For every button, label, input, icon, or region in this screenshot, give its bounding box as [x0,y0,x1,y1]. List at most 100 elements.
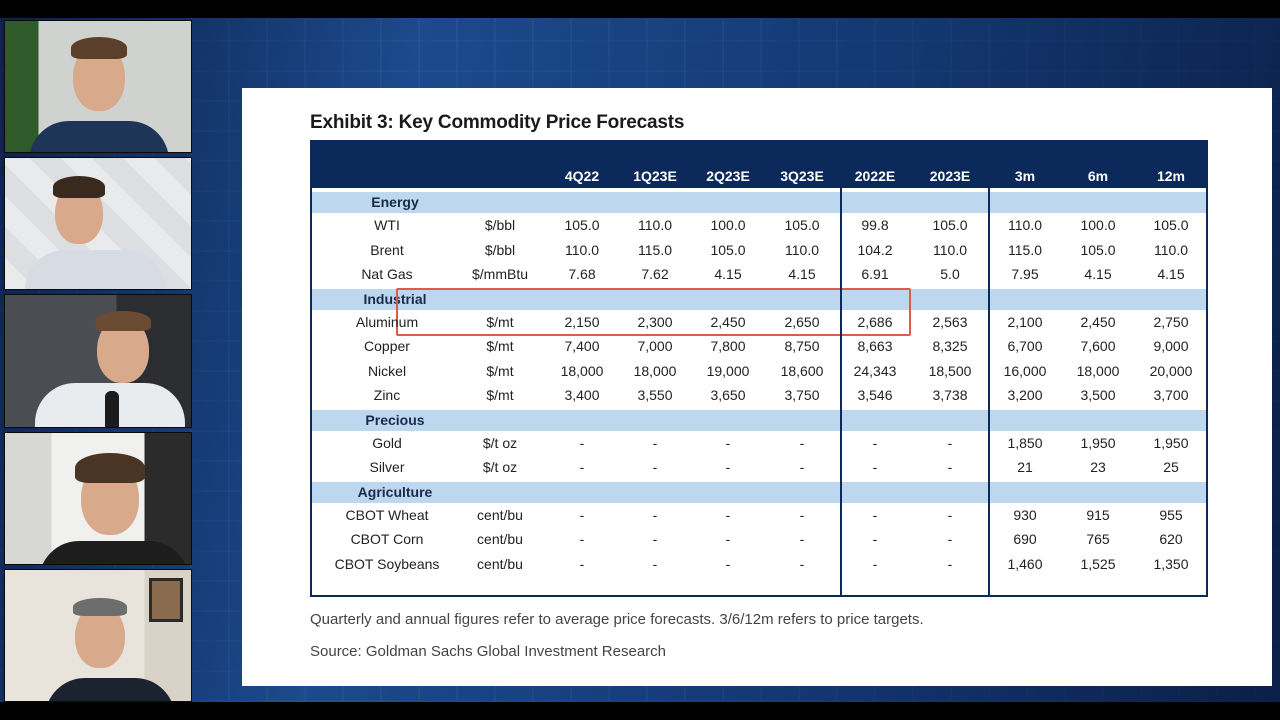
table-cell: 8,663 [857,338,893,354]
row-unit: cent/bu [477,531,523,547]
table-cell: 100.0 [1080,217,1116,233]
table-cell: 4.15 [1084,266,1112,282]
table-cell: 110.0 [933,241,967,258]
table-cell: - [799,531,805,547]
column-header: 2022E [854,168,896,184]
table-cell: - [872,531,878,547]
table-cell: 18,600 [780,362,824,379]
table-cell: - [947,506,953,523]
row-unit: cent/bu [477,555,523,572]
row-commodity-name: CBOT Wheat [345,506,429,523]
column-header: 6m [1087,168,1109,184]
row-unit: $/mmBtu [471,266,528,282]
table-cell: - [947,434,953,451]
table-cell: 3,550 [637,387,673,403]
table-cell: 6,700 [1007,338,1043,354]
table-cell: 7.62 [641,266,669,282]
table-cell: - [799,434,805,451]
table-cell: 105.0 [784,217,820,233]
row-unit: $/bbl [484,217,516,233]
column-header: 3m [1014,168,1036,184]
table-cell: - [579,531,585,547]
table-cell: 25 [1163,459,1179,475]
table-cell: 23 [1090,459,1106,475]
table-cell: - [947,555,953,572]
row-unit: cent/bu [477,506,523,523]
row-commodity-name: Zinc [373,387,401,403]
column-header: 12m [1156,168,1186,184]
table-cell: 915 [1086,506,1110,523]
row-unit: $/mt [486,338,514,354]
table-cell: 105.0 [932,217,968,233]
participant-tile[interactable] [4,20,192,154]
column-header: 4Q22 [564,168,600,184]
table-cell: 4.15 [714,266,742,282]
table-cell: 99.8 [861,217,889,233]
table-cell: - [872,459,878,475]
table-cell: 2,686 [857,313,893,330]
participant-tile[interactable] [4,568,192,703]
table-cell: 2,450 [1080,313,1116,330]
section-band: Agriculture [312,481,1206,503]
row-commodity-name: Gold [372,434,402,451]
table-cell: 16,000 [1003,362,1047,379]
table-cell: 2,750 [1153,313,1189,330]
column-header: 3Q23E [780,168,824,184]
column-divider [840,188,842,597]
source-note: Source: Goldman Sachs Global Investment … [310,643,667,660]
wall-picture [149,577,183,622]
table-cell: 2,300 [637,313,673,330]
table-cell: 100.0 [710,217,746,233]
table-cell: - [799,555,805,572]
table-cell: 7.95 [1011,266,1039,282]
table-cell: 2,563 [932,313,968,330]
table-cell: - [579,459,585,475]
table-cell: 4.15 [788,266,816,282]
table-cell: - [579,555,585,572]
table-cell: 24,343 [853,362,897,379]
table-cell: 930 [1013,506,1037,523]
exhibit-title: Exhibit 3: Key Commodity Price Forecasts [310,112,685,133]
table-cell: 1,350 [1153,555,1189,572]
column-header: 1Q23E [633,168,677,184]
table-cell: - [579,434,585,451]
section-label: Energy [371,194,419,210]
table-cell: 5.0 [940,266,960,282]
table-cell: 3,738 [932,387,968,403]
table-cell: 955 [1159,506,1183,523]
table-cell: 1,950 [1080,434,1116,451]
table-cell: 105.0 [710,241,746,258]
table-cell: 1,525 [1080,555,1116,572]
table-cell: 7,600 [1080,338,1116,354]
table-cell: - [725,531,731,547]
table-cell: 6.91 [861,266,889,282]
table-cell: 105.0 [1080,241,1116,258]
video-call-stage: Exhibit 3: Key Commodity Price Forecasts… [0,18,1280,703]
table-cell: 3,200 [1007,387,1043,403]
row-unit: $/mt [486,362,514,379]
row-unit: $/mt [486,387,514,403]
row-commodity-name: Copper [364,338,410,354]
participant-tile[interactable] [4,294,192,428]
column-header: 2Q23E [706,168,750,184]
table-cell: 18,500 [928,362,972,379]
row-commodity-name: CBOT Corn [350,531,424,547]
commodity-forecast-table: 4Q22 1Q23E 2Q23E 3Q23E 2022E 2023E 3m 6m 12m Ene… [310,140,1208,597]
table-cell: 115.0 [1008,241,1042,258]
table-cell: - [725,506,731,523]
participant-tile[interactable] [4,431,192,565]
row-commodity-name: CBOT Soybeans [334,555,440,572]
table-cell: 18,000 [560,362,604,379]
row-commodity-name: Nickel [367,362,407,379]
table-cell: 18,000 [633,362,677,379]
table-cell: - [652,531,658,547]
table-cell: 3,650 [710,387,746,403]
table-cell: - [947,531,953,547]
section-label: Precious [365,411,425,428]
table-cell: 690 [1013,531,1037,547]
table-cell: 2,100 [1007,313,1043,330]
highlight-box [396,288,911,336]
table-cell: 7,000 [637,338,673,354]
row-commodity-name: Nat Gas [361,266,413,282]
participant-tile[interactable] [4,157,192,291]
